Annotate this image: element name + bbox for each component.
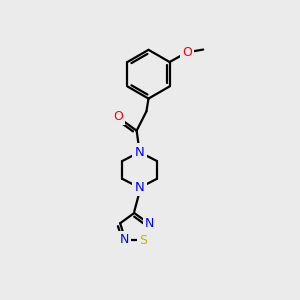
Text: N: N (145, 217, 154, 230)
Text: N: N (135, 146, 145, 159)
Text: O: O (182, 46, 192, 59)
Text: O: O (113, 110, 123, 123)
Text: N: N (119, 233, 129, 246)
Text: N: N (135, 181, 145, 194)
Text: S: S (139, 234, 147, 247)
